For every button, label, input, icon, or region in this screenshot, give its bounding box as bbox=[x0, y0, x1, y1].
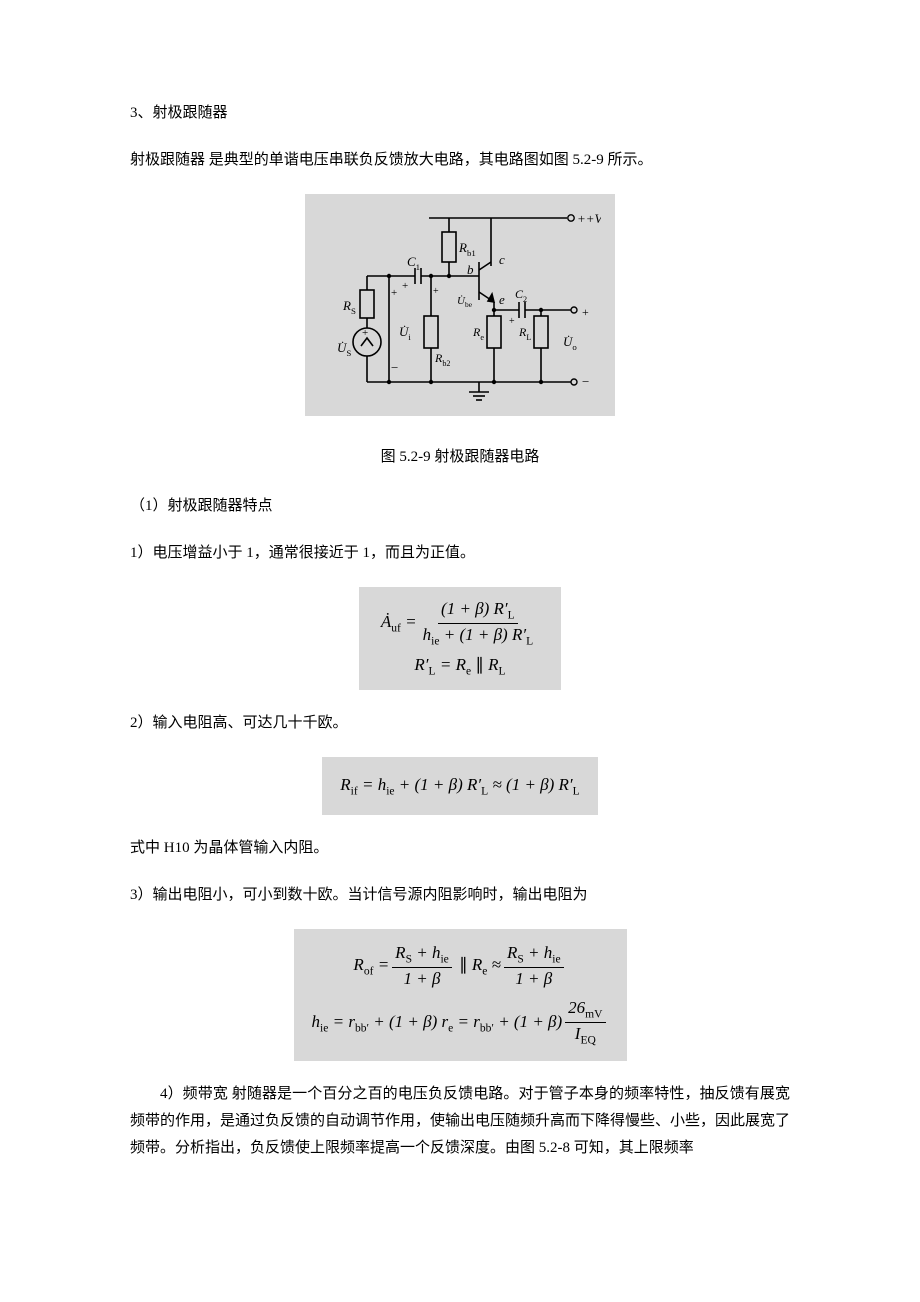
c2-plus: + bbox=[509, 316, 515, 327]
point2: 2）输入电阻高、可达几十千欧。 bbox=[130, 710, 790, 737]
circuit-diagram-svg: ++VCC Rb1 c b e C1 + bbox=[319, 204, 601, 406]
label-uo: U̇o bbox=[563, 334, 577, 352]
circuit-background: ++VCC Rb1 c b e C1 + bbox=[305, 194, 615, 416]
label-ube: U̇be bbox=[457, 295, 473, 309]
sub1: （1）射极跟随器特点 bbox=[130, 493, 790, 520]
equation-2: Rif = hie + (1 + β) R′L ≈ (1 + β) R′L bbox=[130, 757, 790, 815]
label-vcc: ++VCC bbox=[577, 211, 601, 229]
label-ui: U̇i bbox=[399, 324, 411, 342]
section-heading: 3、射极跟随器 bbox=[130, 100, 790, 127]
label-rs: RS bbox=[342, 298, 356, 316]
c1-plus: + bbox=[402, 280, 408, 292]
uo-minus: − bbox=[582, 374, 589, 389]
label-e: e bbox=[499, 292, 505, 307]
ube-plus: + bbox=[433, 286, 439, 297]
equation-3: Rof = RS + hie 1 + β ∥ Re ≈ RS + hie 1 +… bbox=[130, 929, 790, 1061]
label-us: U̇S bbox=[337, 340, 351, 358]
label-c2: C2 bbox=[515, 287, 527, 304]
label-c: c bbox=[499, 252, 505, 267]
ui-plus: + bbox=[391, 287, 397, 299]
label-rb2: Rb2 bbox=[434, 351, 451, 368]
figure-caption: 图 5.2-9 射极跟随器电路 bbox=[130, 444, 790, 471]
label-rl: RL bbox=[518, 325, 531, 342]
uo-plus: + bbox=[582, 305, 589, 319]
intro-paragraph: 射极跟随器 是典型的单谐电压串联负反馈放大电路，其电路图如图 5.2-9 所示。 bbox=[130, 147, 790, 174]
label-c1: C1 bbox=[407, 254, 420, 272]
label-rb1: Rb1 bbox=[458, 240, 476, 258]
point1: 1）电压增益小于 1，通常很接近于 1，而且为正值。 bbox=[130, 540, 790, 567]
label-b: b bbox=[467, 262, 474, 277]
circuit-figure: ++VCC Rb1 c b e C1 + bbox=[130, 194, 790, 426]
point4: 4）频带宽 射随器是一个百分之百的电压负反馈电路。对于管子本身的频率特性，抽反馈… bbox=[130, 1081, 790, 1162]
label-re: Re bbox=[472, 325, 484, 342]
after-eq2: 式中 H10 为晶体管输入内阻。 bbox=[130, 835, 790, 862]
equation-1: Ȧuf = (1 + β) R′L hie + (1 + β) R′L R′L … bbox=[130, 587, 790, 690]
point3: 3）输出电阻小，可小到数十欧。当计信号源内阻影响时，输出电阻为 bbox=[130, 882, 790, 909]
ui-minus: − bbox=[391, 360, 398, 375]
